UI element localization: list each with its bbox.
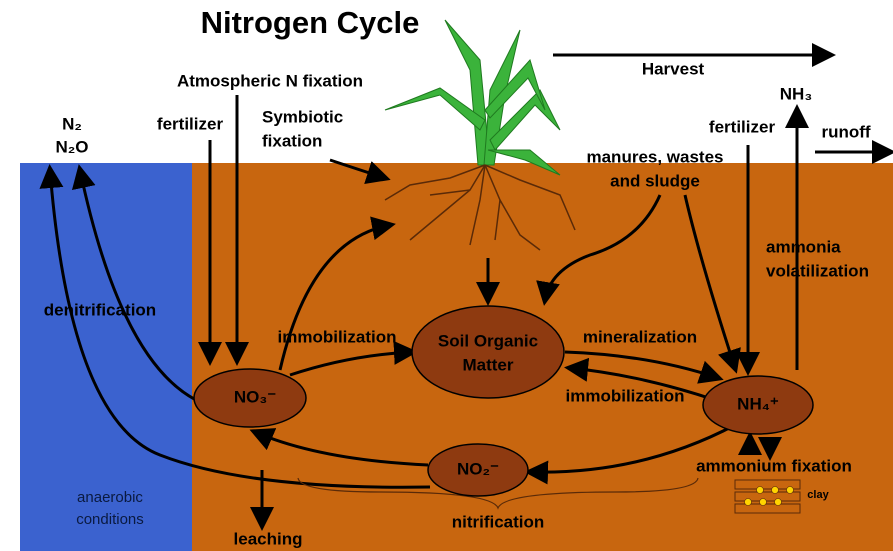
label: ammonia (766, 237, 841, 256)
label: leaching (234, 529, 303, 548)
label: clay (807, 489, 829, 501)
label: immobilization (278, 327, 397, 346)
label: manures, wastes (586, 147, 723, 166)
ammonium-pool (702, 375, 814, 435)
label: fertilizer (157, 114, 224, 133)
label: NH₃ (780, 84, 812, 103)
label: N₂ (62, 114, 82, 133)
label: nitrification (452, 512, 545, 531)
label: NO₂⁻ (457, 459, 499, 478)
label: denitrification (44, 300, 156, 319)
clay-layers (734, 479, 801, 514)
nitrification-brace (297, 477, 699, 510)
anaerobic-zone (20, 163, 192, 551)
label: ammonium fixation (696, 456, 852, 475)
nitrate-pool (193, 368, 307, 428)
label: volatilization (766, 261, 869, 280)
arrows (39, 43, 893, 531)
label: N₂O (55, 137, 88, 156)
label: Harvest (642, 59, 705, 78)
label: Matter (462, 355, 513, 374)
label: runoff (821, 122, 870, 141)
label: fertilizer (709, 117, 776, 136)
label: anaerobic (77, 489, 143, 506)
label: Atmospheric N fixation (177, 71, 363, 90)
soil-organic-matter-pool (411, 305, 565, 399)
label: and sludge (610, 171, 700, 190)
label: NH₄⁺ (737, 394, 779, 413)
label: Soil Organic (438, 331, 538, 350)
label: mineralization (583, 327, 697, 346)
label: Symbiotic (262, 107, 343, 126)
title: Nitrogen Cycle (201, 5, 420, 40)
label: fixation (262, 131, 322, 150)
nitrite-pool (427, 443, 529, 497)
label: conditions (76, 511, 144, 528)
roots (384, 164, 576, 251)
label: NO₃⁻ (234, 387, 276, 406)
label: immobilization (566, 386, 685, 405)
plant (384, 19, 561, 176)
